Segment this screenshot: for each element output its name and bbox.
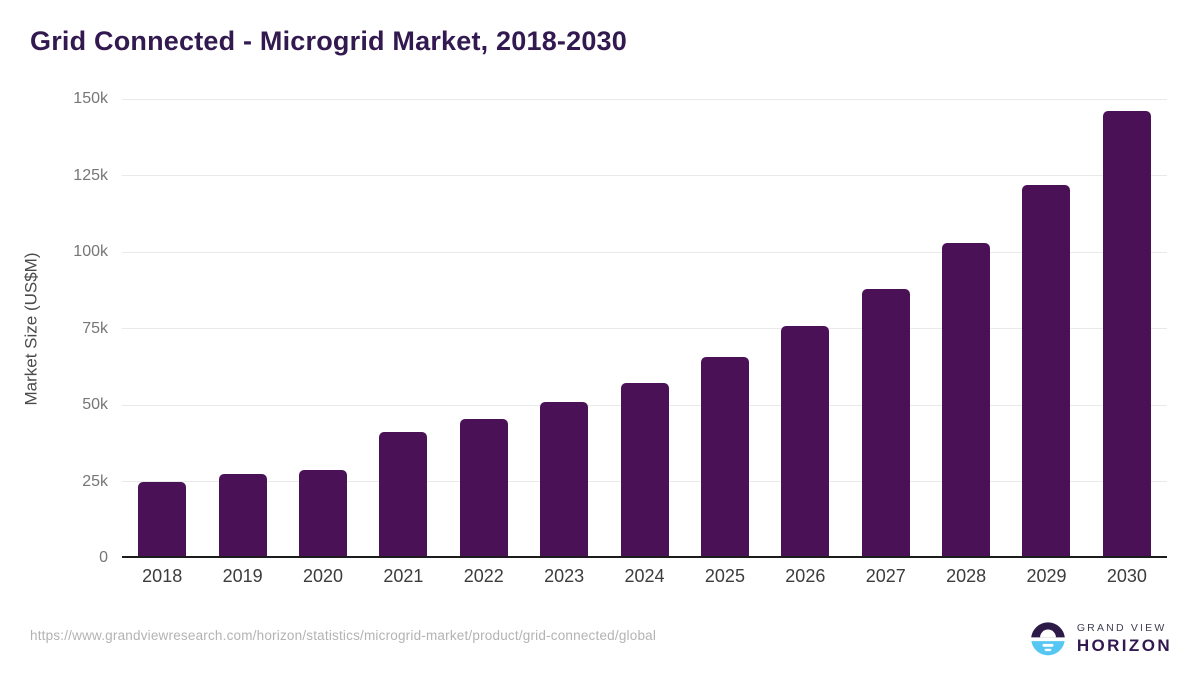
brand-name-top: GRAND VIEW	[1076, 622, 1167, 634]
x-tick-label-2020: 2020	[302, 566, 343, 586]
brand-logo: GRAND VIEW HORIZON	[1029, 620, 1172, 658]
gridline-150k	[122, 98, 1167, 100]
bar-slot-2030	[1087, 99, 1167, 556]
x-tick-label-2022: 2022	[463, 566, 504, 586]
bar-slot-2022	[444, 99, 524, 556]
bar-slot-2023	[524, 99, 604, 556]
x-tick-label-2019: 2019	[222, 566, 263, 586]
y-tick-label-100k: 100k	[73, 243, 108, 260]
y-tick-label-125k: 125k	[73, 166, 108, 184]
plot-area	[122, 98, 1167, 558]
bar-2023	[540, 402, 589, 556]
brand-name-bottom: HORIZON	[1076, 636, 1172, 655]
source-url: https://www.grandviewresearch.com/horizo…	[30, 628, 657, 643]
y-tick-label-150k: 150k	[73, 90, 108, 107]
bar-2028	[942, 243, 991, 556]
bar-slot-2025	[685, 99, 765, 556]
bar-2019	[218, 474, 267, 556]
bar-2021	[379, 432, 428, 556]
bar-slot-2021	[363, 99, 443, 556]
x-tick-label-2018: 2018	[142, 566, 183, 586]
brand-logo-text: GRAND VIEW HORIZON	[1077, 622, 1172, 656]
bar-2030	[1102, 111, 1151, 556]
horizon-sun-icon	[1031, 622, 1065, 656]
bar-2025	[700, 357, 749, 556]
bar-2020	[298, 470, 347, 556]
y-tick-label-0: 0	[99, 549, 108, 566]
x-tick-label-2029: 2029	[1026, 566, 1067, 586]
x-tick-label-2030: 2030	[1106, 566, 1147, 586]
bar-slot-2028	[926, 99, 1006, 556]
bar-slot-2018	[122, 99, 202, 556]
y-tick-label-50k: 50k	[82, 396, 108, 413]
bar-slot-2027	[846, 99, 926, 556]
bar-2018	[138, 481, 187, 556]
x-tick-label-2023: 2023	[544, 566, 585, 586]
x-tick-label-2024: 2024	[624, 566, 665, 586]
x-tick-label-2025: 2025	[704, 566, 745, 586]
y-tick-label-25k: 25k	[82, 472, 108, 490]
chart-title: Grid Connected - Microgrid Market, 2018-…	[30, 26, 627, 56]
gridline-125k	[122, 175, 1167, 176]
bar-slot-2026	[765, 99, 845, 556]
bar-2029	[1022, 184, 1071, 556]
x-tick-label-2026: 2026	[785, 566, 826, 586]
bar-2026	[781, 326, 830, 556]
bar-slot-2019	[202, 99, 282, 556]
x-axis-labels: 2018 2019 2020 2021 2022 2023 2024 2025 2026 2027…	[122, 566, 1167, 587]
bar-slot-2020	[283, 99, 363, 556]
x-tick-label-2028: 2028	[946, 566, 987, 586]
bar-2024	[620, 382, 669, 556]
bars-container	[122, 99, 1167, 556]
bar-slot-2024	[604, 99, 684, 556]
y-tick-label-75k: 75k	[82, 319, 108, 337]
bar-2022	[459, 418, 508, 556]
x-tick-label-2027: 2027	[865, 566, 906, 586]
gridline-100k	[122, 251, 1167, 253]
y-axis-ticks: 0 25k 50k 75k 100k 125k 150k	[0, 90, 108, 566]
gridline-75k	[122, 328, 1167, 329]
bar-2027	[861, 289, 910, 556]
x-tick-label-2021: 2021	[383, 566, 424, 586]
bar-slot-2029	[1006, 99, 1086, 556]
